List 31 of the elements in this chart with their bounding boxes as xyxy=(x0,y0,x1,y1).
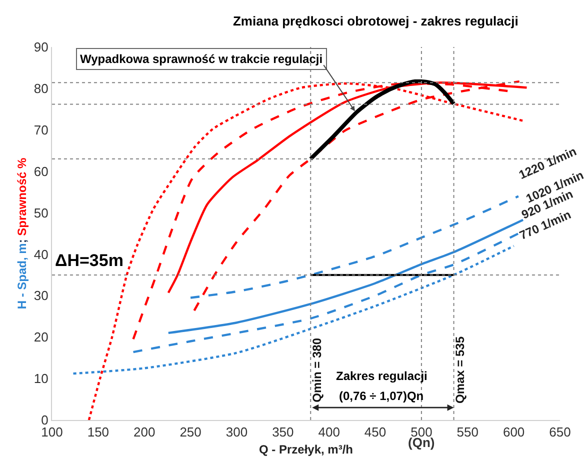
x-axis-title: Q - Przełyk, m³/h xyxy=(258,442,354,456)
y-tick-label: 60 xyxy=(34,164,48,179)
x-tick-label: 150 xyxy=(87,424,110,440)
y-tick-label: 90 xyxy=(34,40,48,55)
text: (Qn) xyxy=(408,435,435,450)
x-tick-label: 450 xyxy=(364,424,386,440)
line-series xyxy=(308,79,456,161)
y-tick-label: 50 xyxy=(34,205,48,220)
x-tick-label: 300 xyxy=(226,424,248,440)
x-tick-label: 200 xyxy=(134,424,156,440)
ref-line-label: Qmax = 535 xyxy=(452,336,467,404)
y-axis-title: H - Spad, m; Sprawność % xyxy=(15,157,30,310)
x-tick-label: 600 xyxy=(502,424,525,440)
line-series xyxy=(189,195,520,299)
annotation: Zakres regulacji xyxy=(336,369,428,383)
y-tick-label: 30 xyxy=(34,288,48,304)
x-tick-label: 350 xyxy=(272,424,294,440)
ref-line-label: Qmin = 380 xyxy=(310,338,324,402)
x-tick-label: 650 xyxy=(549,424,571,440)
y-tick-label: 10 xyxy=(34,371,48,386)
x-tick-label: 400 xyxy=(318,424,340,440)
annotation: ΔH=35m xyxy=(55,251,124,270)
annotation: Wypadkowa sprawność w trakcie regulacji xyxy=(80,52,323,66)
chart-title: Zmiana prędkosci obrotowej - zakres regulacji xyxy=(232,13,518,28)
y-tick-label: 80 xyxy=(34,80,48,96)
annotation: (0,76 ÷ 1,07)Qn xyxy=(339,389,424,403)
y-tick-label: 40 xyxy=(34,246,48,262)
y-tick-label: 20 xyxy=(34,330,48,345)
y-tick-label: 70 xyxy=(34,122,48,138)
x-tick-label: 250 xyxy=(180,424,202,440)
x-tick-label: 550 xyxy=(456,424,478,440)
